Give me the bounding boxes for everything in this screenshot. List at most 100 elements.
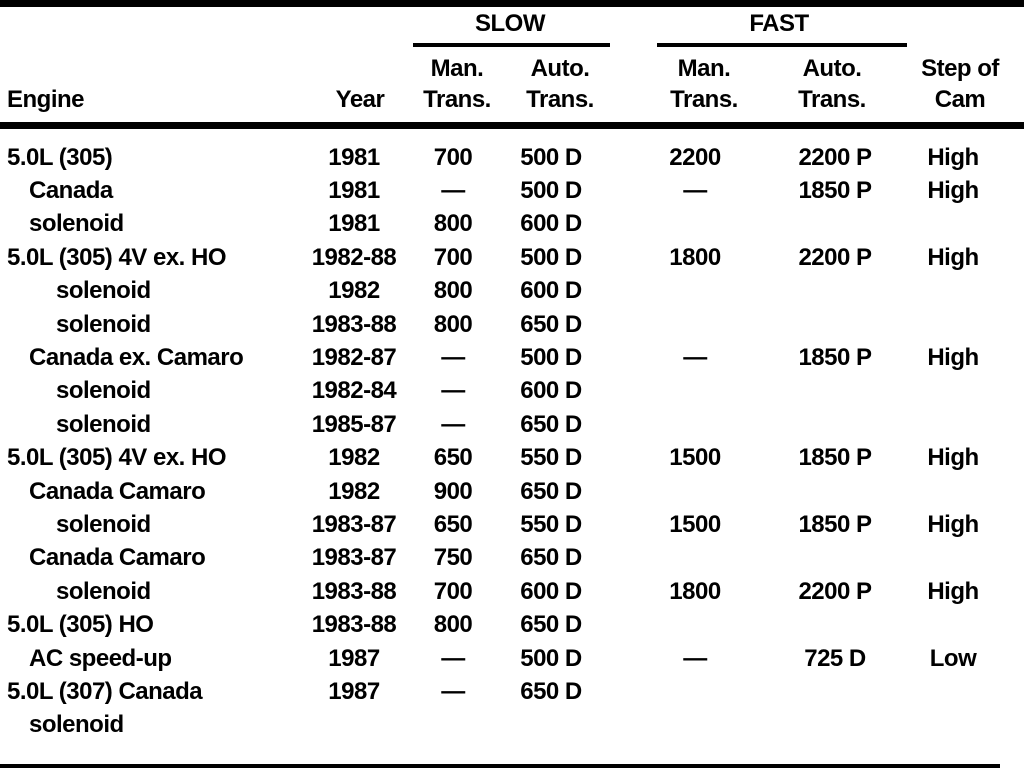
slow-man-cell: 800 — [433, 611, 473, 639]
cam-cell: High — [927, 444, 979, 472]
header-bottom-rule — [0, 122, 1024, 129]
table-row: solenoid 1983-87 650 550 D 1500 1850 P H… — [0, 508, 1024, 541]
slow-auto-cell: 650 D — [520, 544, 582, 572]
cam-cell: Low — [929, 644, 977, 672]
engine-cell: 5.0L (307) Canada — [7, 677, 203, 705]
engine-column-header: Engine — [7, 86, 85, 113]
top-border-rule — [0, 0, 1024, 7]
table-row: 5.0L (305) 1981 700 500 D 2200 2200 P Hi… — [0, 141, 1024, 174]
table-row: solenoid 1982 800 600 D — [0, 275, 1024, 308]
slow-man-cell: 700 — [433, 243, 473, 271]
slow-auto-trans-header-line2: Trans. — [526, 86, 594, 113]
slow-man-cell: — — [441, 410, 465, 438]
table-row: AC speed-up 1987 — 500 D — 725 D Low — [0, 642, 1024, 675]
fast-group-rule — [657, 43, 907, 47]
slow-man-trans-header-line1: Man. — [430, 55, 484, 82]
table-row: 5.0L (305) HO 1983-88 800 650 D — [0, 608, 1024, 641]
slow-auto-cell: 600 D — [520, 210, 582, 238]
cam-cell: High — [927, 510, 979, 538]
slow-auto-cell: 650 D — [520, 611, 582, 639]
engine-cell: Canada ex. Camaro — [29, 344, 244, 372]
table-row: Canada Camaro 1982 900 650 D — [0, 475, 1024, 508]
engine-cell: Canada — [29, 177, 113, 205]
step-of-cam-header-line2: Cam — [934, 86, 986, 113]
year-cell: 1982-88 — [311, 243, 397, 271]
fast-auto-cell: 2200 P — [798, 577, 872, 605]
year-cell: 1982-84 — [311, 377, 397, 405]
engine-cell: solenoid — [56, 577, 151, 605]
fast-man-cell: 1500 — [669, 510, 721, 538]
engine-cell: 5.0L (305) 4V ex. HO — [7, 243, 227, 271]
year-cell: 1983-88 — [311, 310, 397, 338]
slow-auto-cell: 500 D — [520, 644, 582, 672]
table-row: solenoid 1983-88 800 650 D — [0, 308, 1024, 341]
slow-man-cell: — — [441, 177, 465, 205]
slow-man-trans-header-line2: Trans. — [423, 86, 491, 113]
fast-man-cell: 1800 — [669, 577, 721, 605]
fast-man-cell: 1800 — [669, 243, 721, 271]
cam-cell: High — [927, 577, 979, 605]
engine-cell: 5.0L (305) 4V ex. HO — [7, 444, 227, 472]
year-cell: 1983-88 — [311, 611, 397, 639]
fast-auto-cell: 1850 P — [798, 344, 872, 372]
table-row: solenoid 1982-84 — 600 D — [0, 375, 1024, 408]
fast-man-trans-header-line1: Man. — [677, 55, 731, 82]
engine-cell: solenoid — [56, 310, 151, 338]
year-cell: 1982 — [328, 477, 380, 505]
fast-auto-cell: 1850 P — [798, 510, 872, 538]
fast-auto-trans-header-line2: Trans. — [798, 86, 866, 113]
engine-cell: Canada Camaro — [29, 544, 206, 572]
year-cell: 1981 — [328, 177, 380, 205]
table-bottom-rule — [0, 764, 1000, 768]
table-row: 5.0L (307) Canada 1987 — 650 D — [0, 675, 1024, 708]
table-row: Canada ex. Camaro 1982-87 — 500 D — 1850… — [0, 341, 1024, 374]
slow-man-cell: 900 — [433, 477, 473, 505]
fast-man-cell: 1500 — [669, 444, 721, 472]
table-row: 5.0L (305) 4V ex. HO 1982 650 550 D 1500… — [0, 442, 1024, 475]
fast-man-cell: — — [683, 177, 707, 205]
year-cell: 1981 — [328, 210, 380, 238]
slow-auto-cell: 550 D — [520, 510, 582, 538]
slow-group-rule — [413, 43, 610, 47]
engine-cell: 5.0L (305) — [7, 143, 113, 171]
fast-man-cell: — — [683, 644, 707, 672]
slow-auto-cell: 550 D — [520, 444, 582, 472]
fast-group-header: FAST — [749, 10, 809, 37]
cam-cell: High — [927, 243, 979, 271]
year-cell: 1987 — [328, 644, 380, 672]
fast-auto-cell: 1850 P — [798, 177, 872, 205]
fast-auto-cell: 1850 P — [798, 444, 872, 472]
engine-cell: solenoid — [29, 210, 124, 238]
fast-man-cell: 2200 — [669, 143, 721, 171]
fast-auto-cell: 725 D — [804, 644, 866, 672]
slow-man-cell: 700 — [433, 143, 473, 171]
engine-cell: solenoid — [56, 510, 151, 538]
slow-auto-cell: 500 D — [520, 177, 582, 205]
table-body: 5.0L (305) 1981 700 500 D 2200 2200 P Hi… — [0, 141, 1024, 742]
slow-man-cell: 800 — [433, 210, 473, 238]
year-cell: 1985-87 — [311, 410, 397, 438]
engine-cell: solenoid — [56, 377, 151, 405]
engine-cell: solenoid — [29, 711, 124, 739]
slow-man-cell: 750 — [433, 544, 473, 572]
table-row: Canada 1981 — 500 D — 1850 P High — [0, 174, 1024, 207]
engine-cell: 5.0L (305) HO — [7, 611, 154, 639]
cam-cell: High — [927, 177, 979, 205]
table-row: 5.0L (305) 4V ex. HO 1982-88 700 500 D 1… — [0, 241, 1024, 274]
slow-auto-cell: 650 D — [520, 677, 582, 705]
slow-auto-cell: 500 D — [520, 143, 582, 171]
year-cell: 1983-87 — [311, 510, 397, 538]
year-cell: 1983-88 — [311, 577, 397, 605]
year-cell: 1981 — [328, 143, 380, 171]
year-cell: 1983-87 — [311, 544, 397, 572]
cam-cell: High — [927, 344, 979, 372]
engine-cell: AC speed-up — [29, 644, 172, 672]
year-cell: 1987 — [328, 677, 380, 705]
table-row: solenoid 1981 800 600 D — [0, 208, 1024, 241]
slow-man-cell: — — [441, 344, 465, 372]
table-row: solenoid 1983-88 700 600 D 1800 2200 P H… — [0, 575, 1024, 608]
fast-man-cell: — — [683, 344, 707, 372]
fast-man-trans-header-line2: Trans. — [670, 86, 738, 113]
slow-man-cell: 650 — [433, 444, 473, 472]
